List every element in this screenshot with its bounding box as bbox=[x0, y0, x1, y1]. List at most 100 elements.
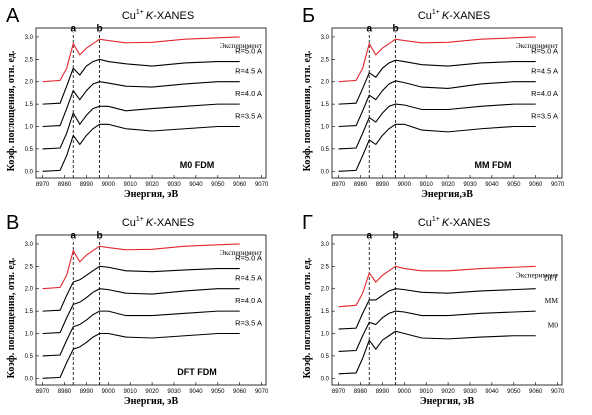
series-label: R=3.5 A bbox=[235, 319, 262, 328]
title-part: Cu bbox=[122, 10, 136, 22]
title-part: Cu bbox=[418, 10, 432, 22]
x-tick-label: 9050 bbox=[507, 389, 521, 395]
y-tick-label: 3.0 bbox=[321, 242, 330, 248]
title-part: -XANES bbox=[449, 217, 490, 229]
series-label: R=3.5 A bbox=[531, 112, 558, 121]
panel: А Cu1+ K-XANES 8970 8980 8990 9000 9010 9020 9030… bbox=[6, 5, 269, 200]
model-label: DFT FDM bbox=[177, 367, 217, 377]
panel-title: Cu1+ K-XANES bbox=[122, 216, 194, 229]
series-line bbox=[42, 123, 240, 172]
marker-label: a bbox=[366, 230, 372, 241]
x-tick-label: 9020 bbox=[441, 389, 455, 395]
series-line bbox=[42, 81, 240, 128]
series-line bbox=[338, 288, 536, 330]
y-tick-label: 3.0 bbox=[321, 35, 330, 41]
x-tick-label: 9060 bbox=[233, 389, 247, 395]
y-tick-label: 0.5 bbox=[25, 147, 34, 153]
series-line bbox=[338, 265, 536, 308]
x-tick-label: 8990 bbox=[376, 182, 390, 188]
x-tick-label: 8970 bbox=[36, 182, 50, 188]
series-label: R=5.0 A bbox=[235, 47, 262, 56]
y-tick-label: 2.5 bbox=[25, 57, 34, 63]
series-label: DFT bbox=[544, 274, 559, 283]
y-tick-label: 0.0 bbox=[321, 169, 330, 175]
title-part: -XANES bbox=[153, 217, 194, 229]
x-tick-label: 9000 bbox=[102, 389, 116, 395]
x-axis-label: Энергия, эВ bbox=[124, 396, 179, 407]
x-tick-label: 9040 bbox=[189, 182, 203, 188]
x-tick-label: 8970 bbox=[332, 389, 346, 395]
panel: Г Cu1+ K-XANES 8970 8980 8990 9000 9010 9020 9030… bbox=[302, 212, 565, 407]
panel: В Cu1+ K-XANES 8970 8980 8990 9000 9010 9020 9030… bbox=[6, 212, 269, 407]
x-tick-label: 8970 bbox=[36, 389, 50, 395]
y-axis-label: Коэф. поглощения, отн. ед. bbox=[6, 257, 17, 378]
series-label: Эксперимент bbox=[220, 248, 263, 257]
title-part: K bbox=[146, 217, 154, 229]
x-tick-label: 9070 bbox=[551, 389, 565, 395]
x-tick-label: 9020 bbox=[441, 182, 455, 188]
y-tick-label: 1.5 bbox=[321, 309, 330, 315]
marker-label: b bbox=[96, 23, 102, 34]
model-label: MM FDM bbox=[475, 160, 512, 170]
series-line bbox=[42, 265, 240, 312]
x-tick-label: 8970 bbox=[332, 182, 346, 188]
series-line bbox=[338, 80, 536, 128]
panel-title: Cu1+ K-XANES bbox=[122, 9, 194, 22]
y-tick-label: 1.5 bbox=[25, 102, 34, 108]
marker-label: b bbox=[392, 23, 398, 34]
plot-frame bbox=[331, 234, 563, 386]
series-label: R=3.5 A bbox=[235, 112, 262, 121]
series-label: R=4.0 A bbox=[531, 89, 558, 98]
series-line bbox=[42, 103, 240, 150]
y-tick-label: 0.5 bbox=[321, 354, 330, 360]
series-line bbox=[338, 103, 536, 150]
y-axis-label: Коэф. поглощения, отн. ед. bbox=[302, 257, 313, 378]
y-tick-label: 1.0 bbox=[321, 332, 330, 338]
series-label: R=4.0 A bbox=[235, 89, 262, 98]
model-label: M0 FDM bbox=[180, 160, 215, 170]
series-label: R=5.0 A bbox=[235, 254, 262, 263]
series-line bbox=[338, 310, 536, 352]
title-part: K bbox=[442, 10, 450, 22]
series-label: R=4.5 A bbox=[235, 67, 262, 76]
x-tick-label: 8990 bbox=[80, 389, 94, 395]
marker-label: a bbox=[70, 23, 76, 34]
series-line bbox=[42, 288, 240, 335]
title-part: -XANES bbox=[449, 10, 490, 22]
marker-label: b bbox=[96, 230, 102, 241]
y-tick-label: 2.5 bbox=[25, 264, 34, 270]
x-tick-label: 9000 bbox=[398, 182, 412, 188]
y-tick-label: 1.5 bbox=[25, 309, 34, 315]
series-line bbox=[338, 59, 536, 105]
y-tick-label: 0.0 bbox=[25, 169, 34, 175]
marker-label: b bbox=[392, 230, 398, 241]
y-tick-label: 0.5 bbox=[25, 354, 34, 360]
title-part: K bbox=[146, 10, 154, 22]
series-line bbox=[42, 58, 240, 105]
x-tick-label: 8980 bbox=[58, 182, 72, 188]
y-tick-label: 1.0 bbox=[25, 332, 34, 338]
x-tick-label: 8980 bbox=[354, 182, 368, 188]
plot-frame bbox=[35, 27, 267, 179]
y-tick-label: 2.0 bbox=[321, 287, 330, 293]
plot-frame bbox=[35, 234, 267, 386]
series-label: M0 bbox=[548, 321, 559, 330]
x-tick-label: 9040 bbox=[189, 389, 203, 395]
y-tick-label: 2.0 bbox=[25, 80, 34, 86]
y-tick-label: 0.0 bbox=[321, 376, 330, 382]
series-label: R=4.5 A bbox=[235, 274, 262, 283]
x-axis-label: Энергия, эВ bbox=[124, 189, 179, 200]
panel-title: Cu1+ K-XANES bbox=[418, 216, 490, 229]
marker-label: a bbox=[366, 23, 372, 34]
y-tick-label: 1.0 bbox=[25, 125, 34, 131]
y-tick-label: 1.5 bbox=[321, 102, 330, 108]
series-label: Эксперимент bbox=[220, 41, 263, 50]
series-line bbox=[338, 123, 536, 172]
series-label: R=4.0 A bbox=[235, 296, 262, 305]
x-tick-label: 9030 bbox=[167, 389, 181, 395]
x-tick-label: 9050 bbox=[211, 389, 225, 395]
series-line bbox=[42, 310, 240, 357]
title-part: Cu bbox=[418, 217, 432, 229]
series-line bbox=[338, 36, 536, 83]
title-part: Cu bbox=[122, 217, 136, 229]
